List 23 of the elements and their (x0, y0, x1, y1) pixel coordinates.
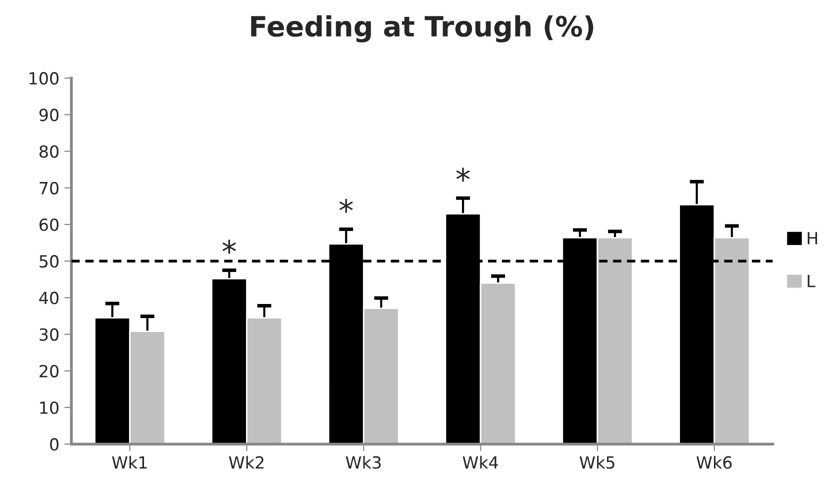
y-tick-label: 30 (40, 328, 58, 341)
y-tick-label: 20 (40, 364, 58, 378)
legend-label: H (808, 232, 818, 244)
x-tick-label: Wk4 (462, 456, 498, 469)
legend-label: L (808, 274, 816, 288)
x-tick-label: Wk5 (580, 456, 614, 469)
y-tick-label: 50 (40, 255, 58, 268)
annotation: * (456, 168, 470, 182)
annotation: * (222, 240, 236, 254)
y-tick-label: 80 (40, 145, 58, 158)
y-tick-label: 100 (30, 72, 58, 85)
y-tick-label: 60 (40, 218, 58, 232)
x-tick-label: Wk1 (112, 456, 147, 469)
y-tick-label: 90 (39, 108, 58, 122)
x-tick-label: Wk6 (696, 456, 732, 469)
y-tick-label: 40 (39, 292, 58, 304)
y-tick-label: 10 (40, 401, 58, 414)
x-tick-label: Wk3 (346, 456, 381, 469)
y-tick-label: 0 (50, 438, 58, 451)
chart-title: Feeding at Trough (%) (251, 15, 594, 42)
x-tick-label: Wk2 (228, 456, 264, 469)
annotation: * (339, 198, 353, 213)
y-tick-label: 70 (40, 182, 58, 194)
